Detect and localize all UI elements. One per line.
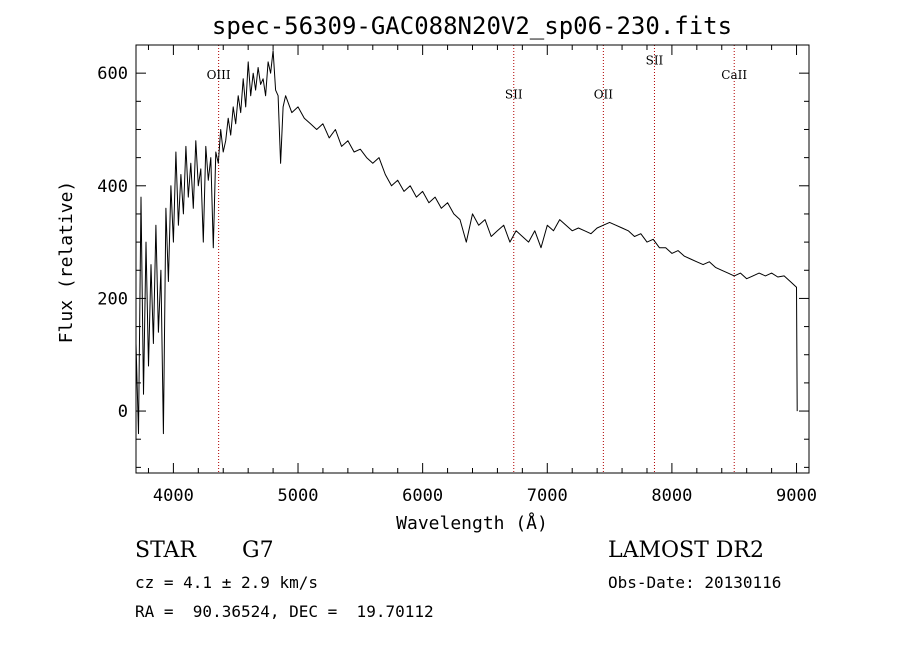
spectral-line-label: SII <box>646 54 664 68</box>
spectral-line-label: OIII <box>207 68 231 82</box>
object-subclass: G7 <box>242 538 274 563</box>
spectrum-series-line <box>135 50 798 435</box>
y-tick-label: 400 <box>97 177 128 197</box>
spectral-lines: OIII SII OII SII CaII <box>207 45 747 473</box>
x-tick-label: 9000 <box>776 486 817 506</box>
axis-ticks: 4000 5000 6000 7000 8000 9000 0 200 400 600 <box>97 44 817 506</box>
redshift-cz: cz = 4.1 ± 2.9 km/s <box>135 573 319 592</box>
y-tick-label: 0 <box>118 402 128 422</box>
chart-title: spec-56309-GAC088N20V2_sp06-230.fits <box>212 12 732 40</box>
y-tick-label: 200 <box>97 289 128 309</box>
spectral-line-label: CaII <box>721 68 747 82</box>
x-axis-label: Wavelength (Å) <box>396 512 548 534</box>
spectral-line-label: SII <box>505 88 523 102</box>
x-tick-label: 5000 <box>278 486 319 506</box>
observation-date: Obs-Date: 20130116 <box>608 573 782 592</box>
x-tick-label: 6000 <box>402 486 443 506</box>
x-tick-label: 4000 <box>153 486 194 506</box>
y-tick-label: 600 <box>97 64 128 84</box>
coordinates: RA = 90.36524, DEC = 19.70112 <box>135 602 434 621</box>
survey-name: LAMOST DR2 <box>608 538 764 563</box>
series-layer <box>135 50 798 435</box>
y-axis-label: Flux (relative) <box>56 181 77 344</box>
object-class: STAR <box>135 538 196 563</box>
x-tick-label: 8000 <box>651 486 692 506</box>
spectral-line-label: OII <box>594 88 614 102</box>
x-tick-label: 7000 <box>527 486 568 506</box>
